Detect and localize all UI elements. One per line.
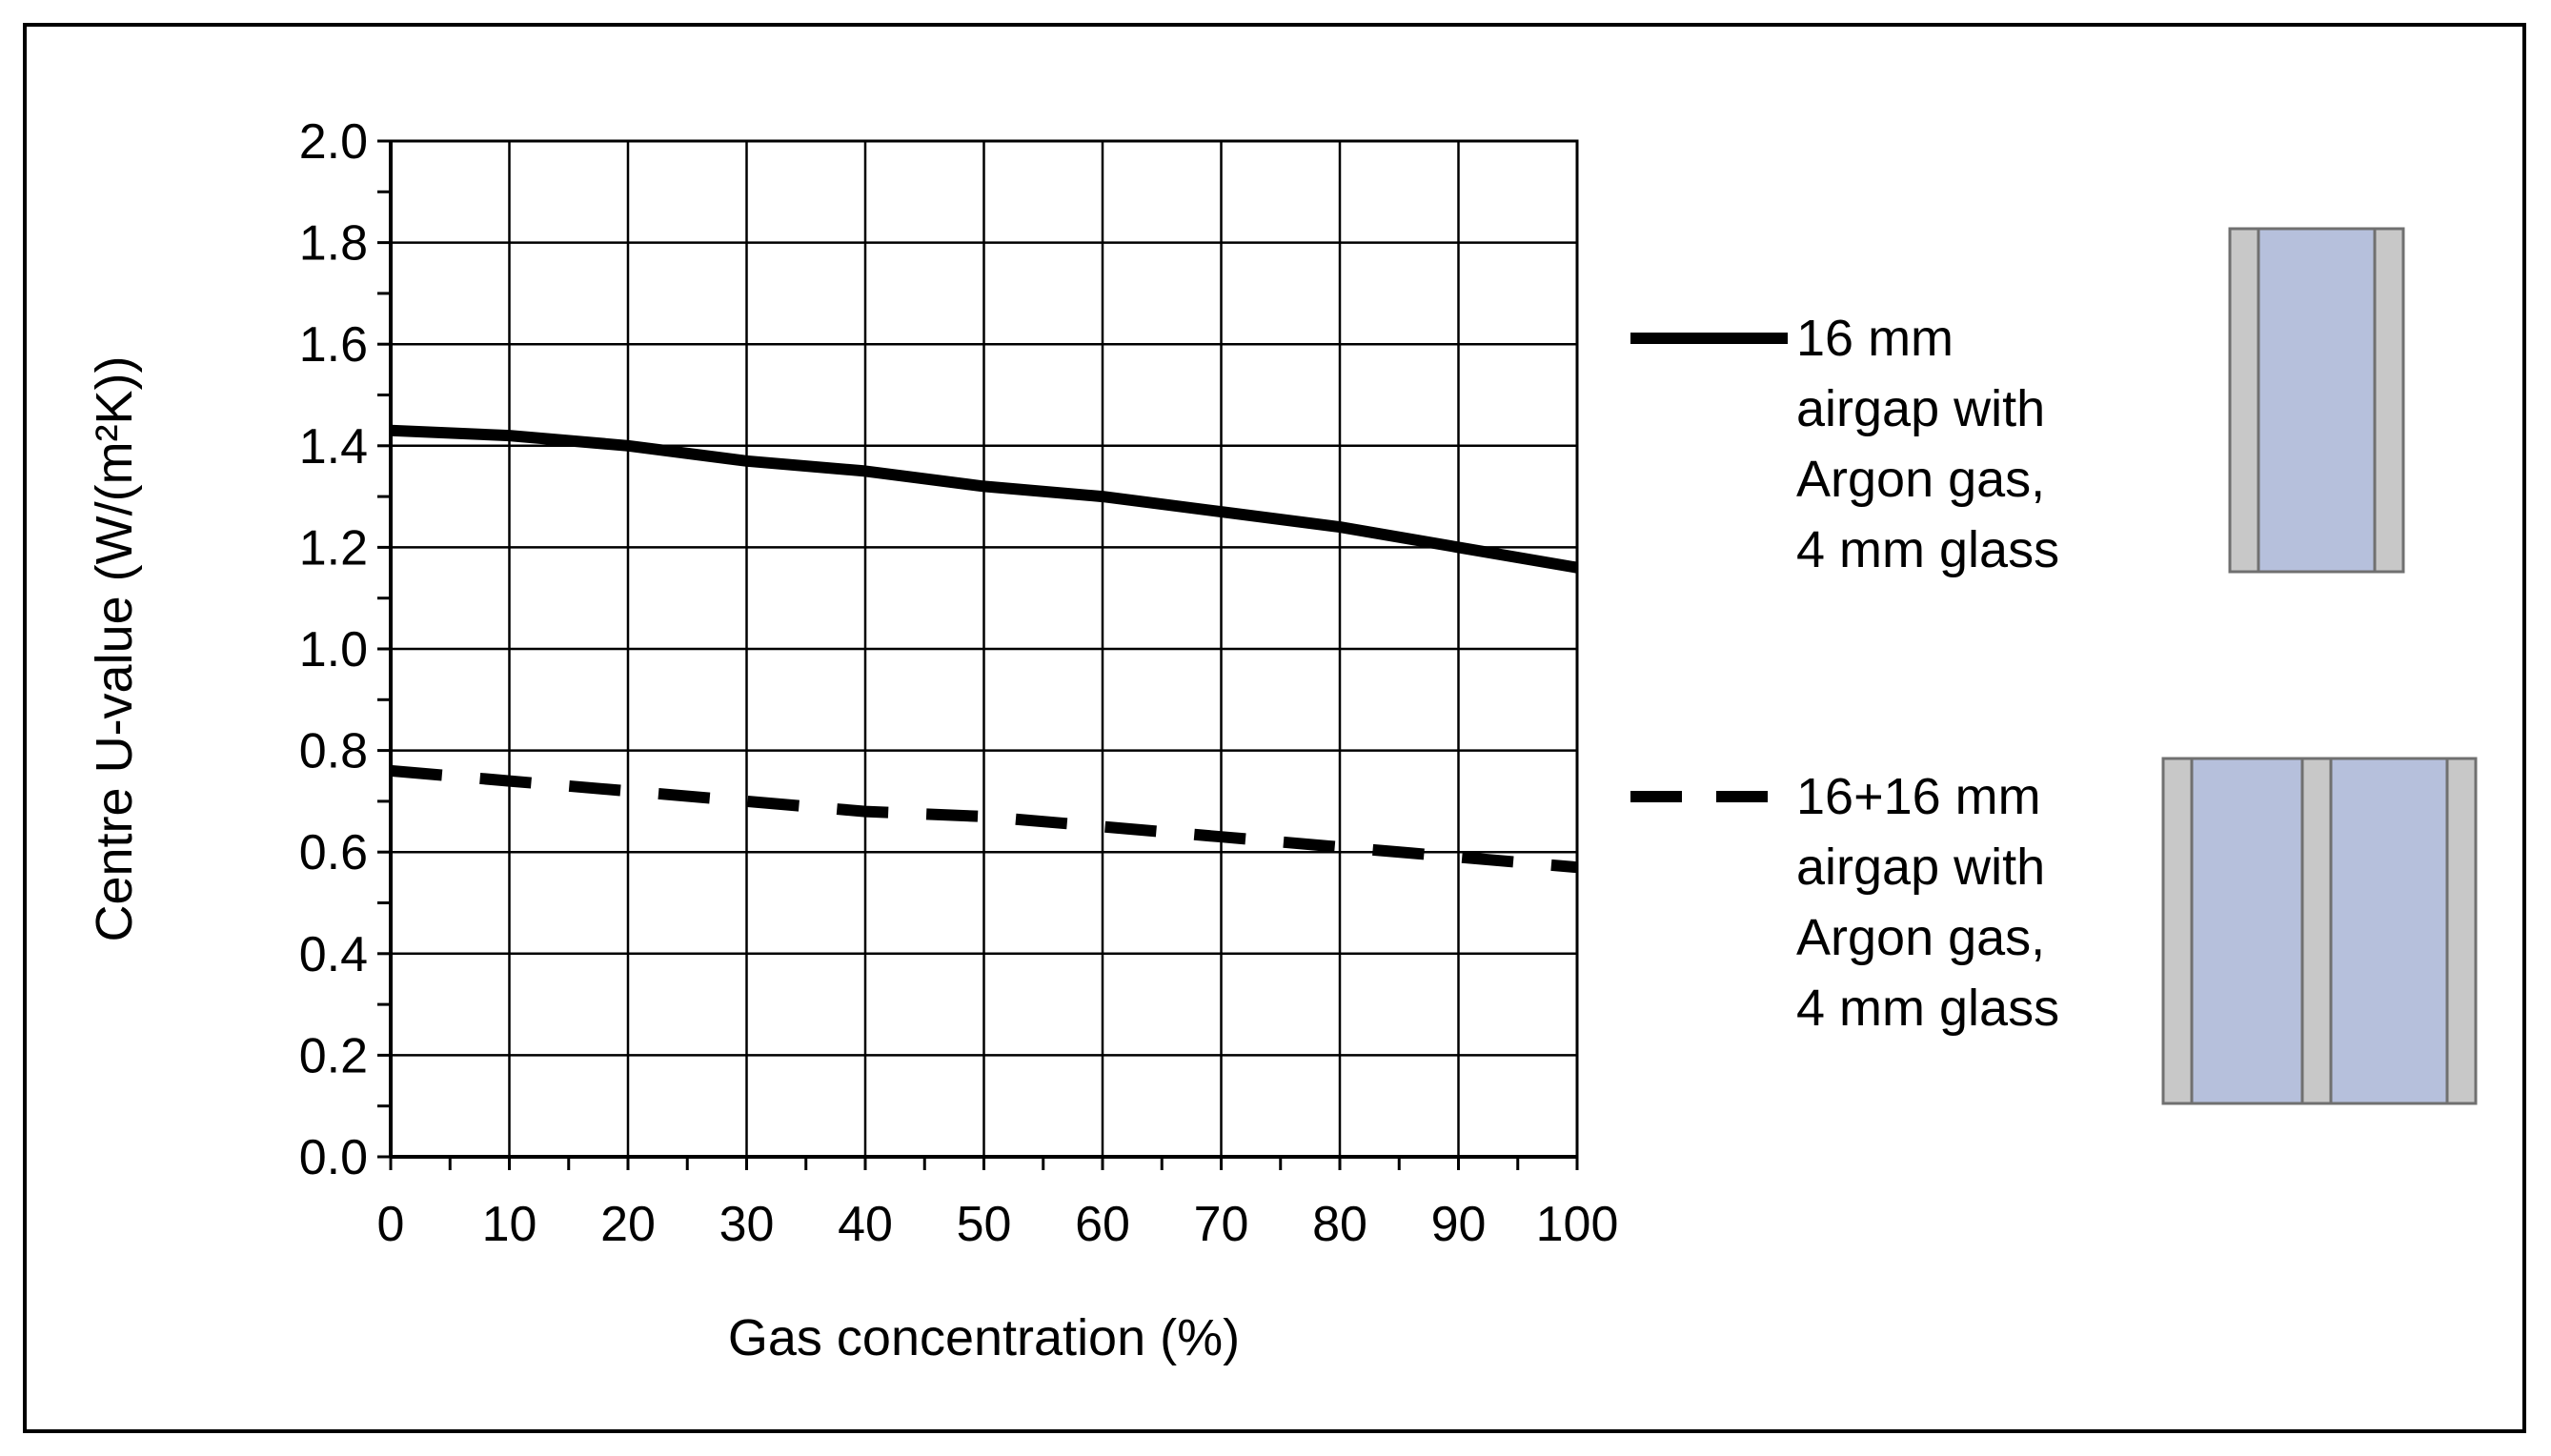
y-tick-label: 1.2 xyxy=(299,520,368,576)
y-tick-label: 0.4 xyxy=(299,927,368,982)
y-axis-label: Centre U-value (W/(m²K)) xyxy=(86,355,143,941)
legend: 16 mm airgap with Argon gas, 4 mm glass 16+1… xyxy=(1630,310,2059,1037)
series-line-1 xyxy=(390,424,1579,574)
legend-label-1-line: 16 mm xyxy=(1796,310,1954,367)
glazing-pane xyxy=(2257,227,2377,574)
x-tick-labels: 0 10 20 30 40 50 60 70 80 90 100 xyxy=(377,1197,1619,1252)
x-tick-label: 40 xyxy=(838,1197,893,1252)
y-tick-labels: 0.0 0.2 0.4 0.6 0.8 1.0 1.2 1.4 1.6 1.8 2.0 xyxy=(299,114,368,1185)
y-tick-label: 1.0 xyxy=(299,622,368,677)
series-lines xyxy=(390,424,1579,874)
x-tick-label: 0 xyxy=(377,1197,405,1252)
y-tick-label: 0.0 xyxy=(299,1130,368,1185)
legend-label-2-line: airgap with xyxy=(1796,839,2045,896)
glazing-pane xyxy=(2373,227,2405,574)
y-tick-label: 2.0 xyxy=(299,114,368,170)
double-glazing-diagram xyxy=(2161,757,2478,1105)
glazing-pane xyxy=(2329,757,2449,1105)
glazing-pane xyxy=(2190,757,2304,1105)
x-tick-label: 30 xyxy=(719,1197,775,1252)
glazing-pane xyxy=(2161,757,2194,1105)
legend-label-1-line: 4 mm glass xyxy=(1796,521,2059,578)
grid xyxy=(389,139,1579,1159)
x-axis-label: Gas concentration (%) xyxy=(728,1309,1240,1366)
x-tick-label: 50 xyxy=(957,1197,1012,1252)
figure-frame: 0 10 20 30 40 50 60 70 80 90 100 0.0 0.2 0.4 0.6 0.8 1.… xyxy=(23,23,2526,1433)
axes xyxy=(377,139,1579,1170)
series-line-2 xyxy=(390,764,1578,874)
y-tick-label: 0.6 xyxy=(299,825,368,880)
legend-label-2-line: 16+16 mm xyxy=(1796,768,2041,825)
glazing-pane xyxy=(2300,757,2333,1105)
glazing-pane xyxy=(2228,227,2260,574)
x-tick-label: 90 xyxy=(1431,1197,1487,1252)
legend-label-1-line: Argon gas, xyxy=(1796,451,2045,508)
legend-label-2-line: 4 mm glass xyxy=(1796,980,2059,1037)
legend-label-1-line: airgap with xyxy=(1796,380,2045,437)
x-tick-label: 80 xyxy=(1312,1197,1367,1252)
x-tick-label: 60 xyxy=(1075,1197,1130,1252)
x-tick-label: 100 xyxy=(1536,1197,1619,1252)
y-tick-label: 0.8 xyxy=(299,724,368,779)
x-tick-label: 10 xyxy=(482,1197,537,1252)
y-tick-label: 1.4 xyxy=(299,419,368,475)
y-tick-label: 1.6 xyxy=(299,317,368,373)
x-tick-label: 70 xyxy=(1194,1197,1249,1252)
chart: 0 10 20 30 40 50 60 70 80 90 100 0.0 0.2 0.4 0.6 0.8 1.… xyxy=(86,114,2478,1366)
glazing-pane xyxy=(2445,757,2478,1105)
legend-label-2-line: Argon gas, xyxy=(1796,909,2045,966)
x-tick-label: 20 xyxy=(600,1197,656,1252)
y-tick-label: 0.2 xyxy=(299,1028,368,1083)
y-tick-label: 1.8 xyxy=(299,216,368,272)
single-glazing-diagram xyxy=(2228,227,2405,574)
